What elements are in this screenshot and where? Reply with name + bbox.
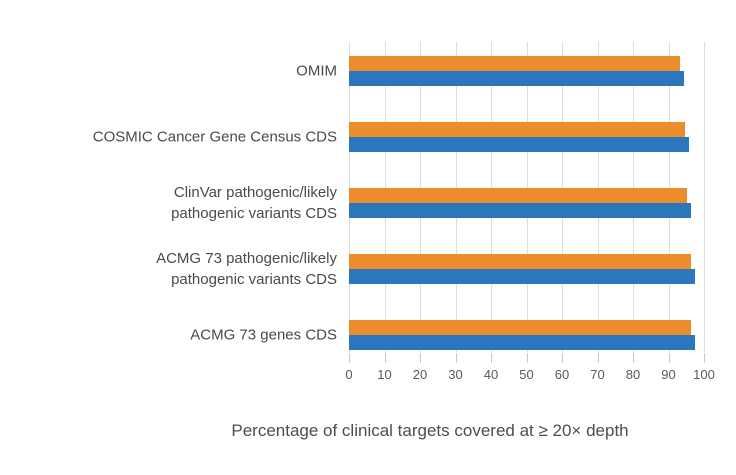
tick-mark-30	[455, 353, 457, 363]
tick-label-50: 50	[519, 367, 534, 382]
bar-cosmic-cancer-gene-census-cds-orange	[349, 122, 686, 137]
x-axis: 0 10 20 30 40 50 60 70 80 90 100	[345, 352, 715, 392]
bar-group-acmg-73-genes-cds	[349, 320, 704, 350]
tick-label-80: 80	[625, 367, 641, 382]
tick-label-100: 100	[693, 367, 715, 382]
tick-mark-90	[668, 353, 670, 363]
bar-group-omim	[349, 56, 704, 86]
tick-mark-100	[704, 353, 705, 363]
tick-mark-0	[349, 353, 350, 363]
tick-label-20: 20	[412, 367, 428, 382]
category-label-cosmic-cancer-gene-census-cds: COSMIC Cancer Gene Census CDS	[92, 128, 337, 146]
tick-mark-10	[384, 353, 386, 363]
tick-label-10: 10	[377, 367, 392, 382]
category-labels-column: OMIM COSMIC Cancer Gene Census CDS ClinVar…	[0, 42, 337, 352]
tick-label-0: 0	[345, 367, 353, 382]
bar-cosmic-cancer-gene-census-cds-blue	[349, 137, 690, 152]
tick-mark-80	[633, 353, 634, 363]
category-label-acmg-73-genes-cds: ACMG 73 genes CDS	[190, 326, 337, 344]
gridline-100	[704, 42, 705, 352]
bar-group-cosmic-cancer-gene-census-cds	[349, 122, 704, 152]
tick-mark-60	[562, 353, 563, 363]
tick-mark-40	[491, 353, 492, 363]
category-label-omim: OMIM	[296, 62, 337, 80]
tick-mark-70	[597, 353, 599, 363]
category-label-clinvar-pathogenic-likely-pathogenic-variants-cds: ClinVar pathogenic/likely pathogenic var…	[171, 184, 337, 222]
bar-clinvar-pathogenic-likely-pathogenic-variants-cds-blue	[349, 203, 692, 218]
bar-acmg-73-genes-cds-orange	[349, 320, 692, 335]
bar-rows	[349, 42, 704, 352]
tick-label-90: 90	[661, 367, 676, 382]
bar-acmg-73-genes-cds-blue	[349, 335, 696, 350]
tick-mark-50	[526, 353, 528, 363]
bar-omim-blue	[349, 71, 685, 86]
tick-label-40: 40	[483, 367, 499, 382]
bar-acmg-73-pathogenic-likely-pathogenic-variants-cds-orange	[349, 254, 691, 269]
x-axis-title: Percentage of clinical targets covered a…	[231, 421, 629, 440]
tick-label-30: 30	[448, 367, 463, 382]
category-label-acmg-73-pathogenic-likely-pathogenic-variants-cds: ACMG 73 pathogenic/likely pathogenic var…	[156, 250, 337, 288]
bar-group-acmg-73-pathogenic-likely-pathogenic-variants-cds	[349, 254, 704, 284]
bar-clinvar-pathogenic-likely-pathogenic-variants-cds-orange	[349, 188, 687, 203]
bar-acmg-73-pathogenic-likely-pathogenic-variants-cds-blue	[349, 269, 696, 284]
tick-mark-20	[420, 353, 421, 363]
tick-label-70: 70	[590, 367, 605, 382]
bar-omim-orange	[349, 56, 681, 71]
tick-label-60: 60	[554, 367, 570, 382]
bar-group-clinvar-pathogenic-likely-pathogenic-variants-cds	[349, 188, 704, 218]
plot-area	[349, 42, 705, 352]
